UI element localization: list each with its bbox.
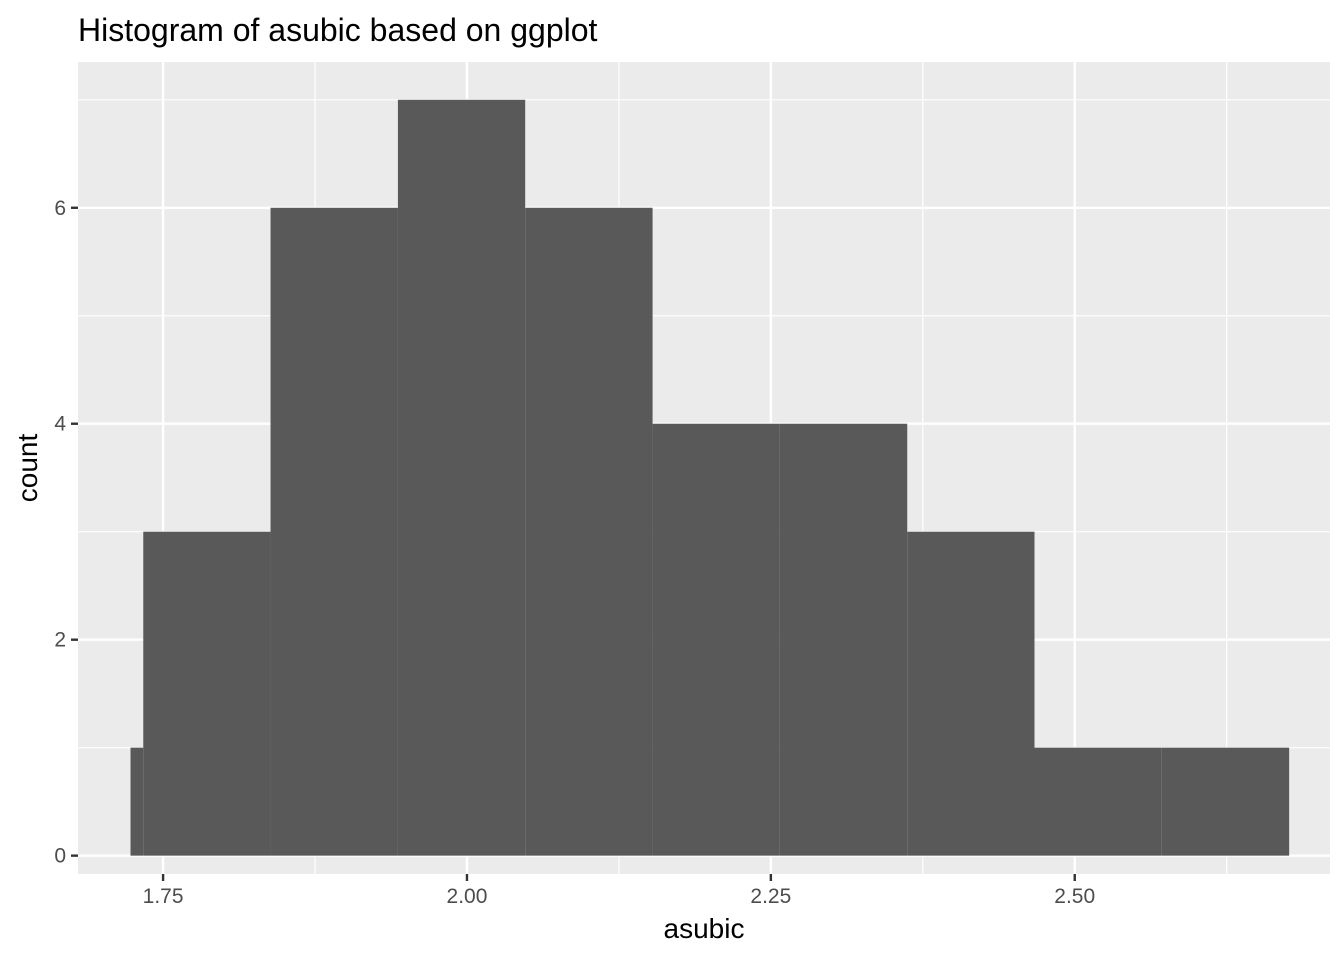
y-axis: 0 2 4 6 — [54, 197, 78, 868]
x-tick-label: 2.50 — [1054, 885, 1095, 908]
histogram-bar — [907, 531, 1035, 856]
x-tick-label: 1.75 — [143, 885, 184, 908]
y-tick-label: 2 — [54, 629, 66, 652]
chart-title: Histogram of asubic based on ggplot — [78, 12, 598, 48]
y-axis-title: count — [12, 434, 43, 503]
histogram-bar — [525, 207, 653, 856]
histogram-bar — [779, 423, 908, 856]
histogram-bars — [130, 99, 1290, 856]
x-axis: 1.75 2.00 2.25 2.50 — [143, 874, 1095, 908]
histogram-bar — [270, 207, 398, 856]
histogram-bar — [652, 423, 780, 856]
y-tick-label: 0 — [54, 845, 66, 868]
histogram-bar — [1161, 747, 1290, 856]
histogram-bar — [130, 747, 144, 856]
histogram-bar — [397, 99, 526, 856]
x-tick-label: 2.25 — [750, 885, 791, 908]
y-tick-label: 6 — [54, 197, 66, 220]
y-tick-label: 4 — [54, 413, 66, 436]
x-tick-label: 2.00 — [447, 885, 488, 908]
histogram-bar — [1034, 747, 1162, 856]
histogram-bar — [143, 531, 271, 856]
x-axis-title: asubic — [664, 913, 745, 944]
